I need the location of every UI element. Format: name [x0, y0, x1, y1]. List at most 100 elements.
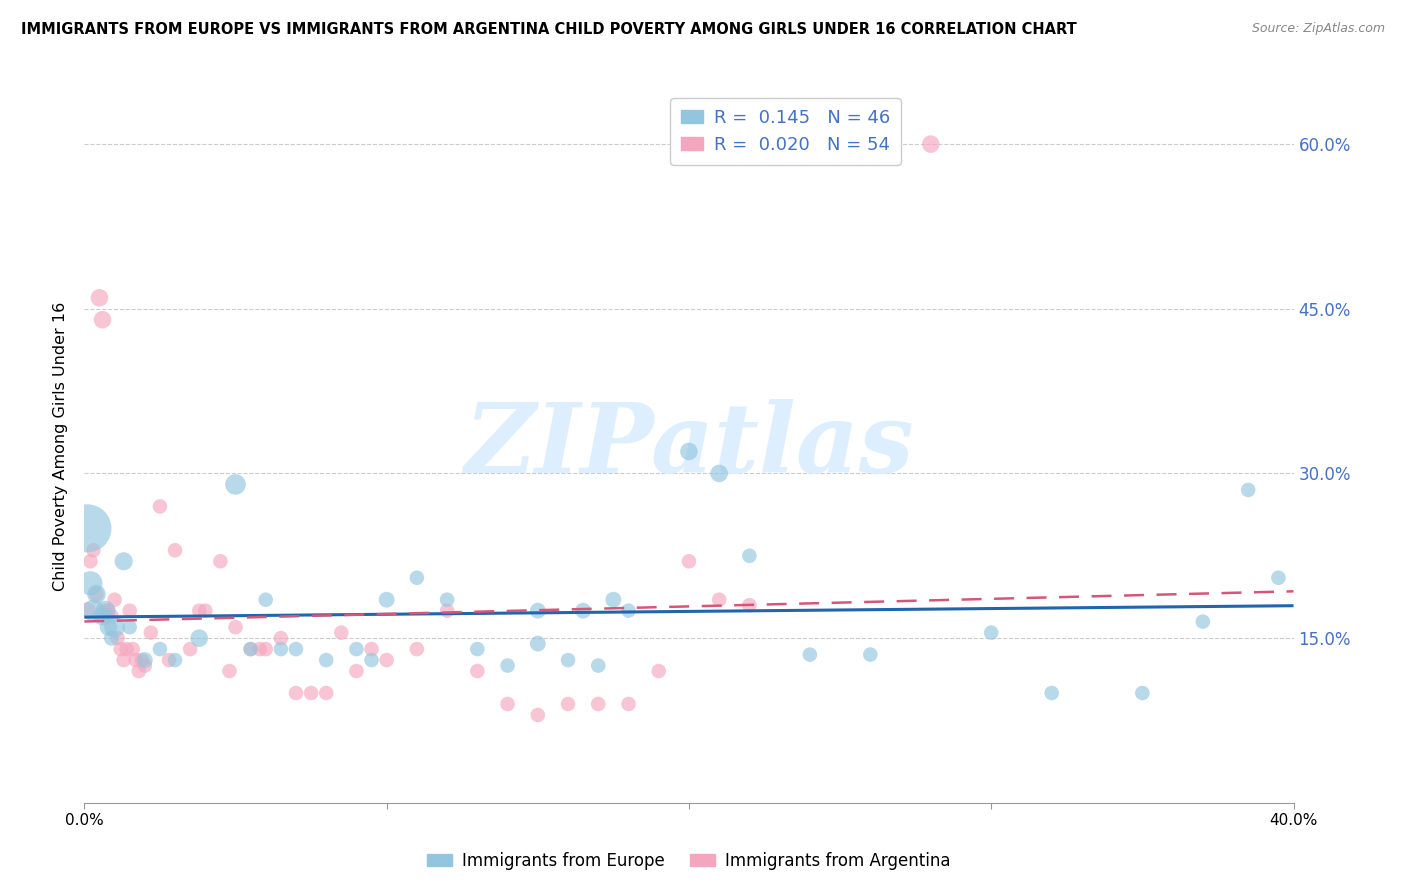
Point [678, 554, 700, 568]
Point [557, 697, 579, 711]
Point [131, 653, 153, 667]
Text: ZIPatlas: ZIPatlas [464, 399, 914, 493]
Point [94, 604, 117, 618]
Point [165, 653, 187, 667]
Point [557, 653, 579, 667]
Point [285, 686, 308, 700]
Point [239, 642, 262, 657]
Point [239, 642, 262, 657]
Point [149, 642, 172, 657]
Point [467, 664, 489, 678]
Point [496, 697, 519, 711]
Point [588, 697, 610, 711]
Point [134, 653, 156, 667]
Point [375, 592, 398, 607]
Point [617, 604, 640, 618]
Point [118, 604, 141, 618]
Point [315, 686, 337, 700]
Point [920, 137, 942, 152]
Point [225, 620, 247, 634]
Point [157, 653, 180, 667]
Point [79, 554, 101, 568]
Point [179, 642, 201, 657]
Point [104, 620, 127, 634]
Point [104, 592, 127, 607]
Point [375, 653, 398, 667]
Point [112, 554, 135, 568]
Point [467, 642, 489, 657]
Point [134, 658, 156, 673]
Point [617, 697, 640, 711]
Point [270, 631, 292, 645]
Point [648, 664, 671, 678]
Point [1267, 571, 1289, 585]
Point [82, 543, 104, 558]
Point [110, 642, 132, 657]
Text: Source: ZipAtlas.com: Source: ZipAtlas.com [1251, 22, 1385, 36]
Point [112, 653, 135, 667]
Point [97, 620, 120, 634]
Point [76, 604, 98, 618]
Point [118, 620, 141, 634]
Point [588, 658, 610, 673]
Point [94, 604, 117, 618]
Point [406, 571, 429, 585]
Point [91, 312, 114, 326]
Point [1237, 483, 1260, 497]
Point [194, 604, 217, 618]
Point [115, 642, 138, 657]
Point [709, 592, 731, 607]
Point [527, 637, 550, 651]
Point [89, 291, 111, 305]
Point [249, 642, 271, 657]
Point [86, 587, 108, 601]
Point [218, 664, 240, 678]
Point [121, 642, 143, 657]
Point [82, 604, 104, 618]
Legend: Immigrants from Europe, Immigrants from Argentina: Immigrants from Europe, Immigrants from … [420, 846, 957, 877]
Point [346, 664, 368, 678]
Point [139, 625, 162, 640]
Point [100, 609, 122, 624]
Point [270, 642, 292, 657]
Point [1040, 686, 1063, 700]
Y-axis label: Child Poverty Among Girls Under 16: Child Poverty Among Girls Under 16 [53, 301, 69, 591]
Point [76, 521, 98, 535]
Point [572, 604, 595, 618]
Point [799, 648, 821, 662]
Point [149, 500, 172, 514]
Point [1192, 615, 1215, 629]
Point [360, 642, 382, 657]
Point [91, 609, 114, 624]
Point [527, 604, 550, 618]
Point [107, 631, 129, 645]
Point [678, 444, 700, 458]
Point [496, 658, 519, 673]
Point [225, 477, 247, 491]
Point [188, 631, 211, 645]
Point [1130, 686, 1153, 700]
Point [100, 631, 122, 645]
Point [406, 642, 429, 657]
Point [360, 653, 382, 667]
Point [79, 576, 101, 591]
Point [980, 625, 1002, 640]
Point [209, 554, 232, 568]
Point [125, 653, 148, 667]
Point [602, 592, 624, 607]
Point [254, 592, 277, 607]
Point [315, 653, 337, 667]
Point [436, 604, 458, 618]
Point [254, 642, 277, 657]
Point [188, 604, 211, 618]
Point [128, 664, 150, 678]
Text: IMMIGRANTS FROM EUROPE VS IMMIGRANTS FROM ARGENTINA CHILD POVERTY AMONG GIRLS UN: IMMIGRANTS FROM EUROPE VS IMMIGRANTS FRO… [21, 22, 1077, 37]
Point [738, 598, 761, 612]
Point [859, 648, 882, 662]
Point [285, 642, 308, 657]
Point [97, 604, 120, 618]
Point [436, 592, 458, 607]
Point [346, 642, 368, 657]
Point [738, 549, 761, 563]
Point [527, 708, 550, 723]
